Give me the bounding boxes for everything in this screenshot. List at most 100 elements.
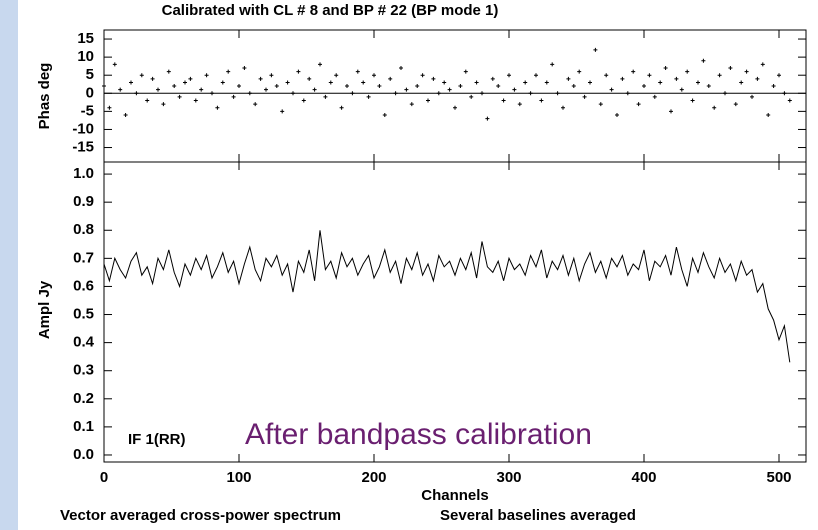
y-tick-label: 0.4 [73, 334, 95, 351]
y-tick-label: 0.7 [73, 249, 94, 266]
point [156, 87, 160, 92]
point [447, 87, 452, 92]
point [112, 62, 117, 67]
point [577, 69, 582, 74]
y-tick-label: 5 [86, 66, 94, 83]
y-axis-label: Phas deg [36, 63, 53, 130]
point [269, 73, 274, 78]
point [523, 80, 528, 85]
point [350, 91, 355, 96]
point [604, 73, 609, 78]
point [199, 87, 204, 92]
y-tick-label: 0.8 [73, 221, 94, 238]
point [226, 69, 231, 74]
y-tick-label: 0 [86, 84, 94, 101]
y-tick-label: 1.0 [73, 165, 94, 182]
point [399, 65, 403, 70]
point [215, 105, 220, 110]
point [318, 62, 322, 67]
point [237, 84, 241, 89]
line [103, 230, 791, 363]
x-tick-label: 500 [766, 469, 791, 486]
point [771, 84, 776, 89]
point [463, 69, 468, 74]
point [312, 87, 317, 92]
x-tick-label: 300 [496, 469, 521, 486]
point [458, 84, 463, 89]
point [102, 84, 106, 89]
point [420, 73, 425, 78]
point [328, 80, 333, 85]
point [782, 91, 787, 96]
point [469, 94, 474, 99]
point [555, 91, 560, 96]
point [609, 87, 614, 92]
point [647, 73, 652, 78]
point [296, 69, 301, 74]
point [663, 65, 668, 70]
y-tick-label: -15 [72, 139, 94, 156]
point [539, 98, 544, 103]
point [490, 76, 495, 81]
y-tick-label: 0.9 [73, 193, 94, 210]
point [388, 76, 393, 81]
point [755, 76, 760, 81]
y-tick-label: 0.5 [73, 305, 94, 322]
x-tick-label: 0 [100, 469, 108, 486]
point [247, 91, 252, 96]
point [193, 98, 198, 103]
point [415, 84, 420, 89]
annotation: After bandpass calibration [245, 418, 592, 451]
point [345, 84, 349, 89]
point [220, 80, 225, 85]
point [123, 112, 128, 117]
point [280, 109, 285, 114]
point [129, 80, 133, 85]
point [685, 69, 690, 74]
point [598, 102, 603, 107]
point [355, 69, 360, 74]
point [323, 94, 328, 99]
point [744, 69, 749, 74]
point [474, 80, 479, 85]
point [674, 76, 679, 81]
point [696, 80, 700, 85]
point [642, 84, 646, 89]
point [145, 98, 150, 103]
point [393, 91, 398, 96]
point [166, 69, 171, 74]
point [436, 91, 441, 96]
point [382, 112, 387, 117]
point [188, 76, 193, 81]
point [377, 84, 382, 89]
point [426, 98, 430, 103]
point [285, 80, 290, 85]
point [485, 116, 490, 121]
point [361, 80, 366, 85]
point [679, 87, 684, 92]
point [404, 87, 409, 92]
point [534, 73, 538, 78]
y-tick-label: 0.2 [73, 390, 94, 407]
point [480, 91, 484, 96]
point [717, 73, 722, 78]
point [409, 102, 414, 107]
point [150, 76, 155, 81]
point [139, 73, 144, 78]
point [733, 102, 738, 107]
point [739, 80, 744, 85]
point [517, 102, 522, 107]
point [242, 65, 247, 70]
point [183, 80, 187, 85]
point [669, 109, 673, 114]
point [528, 91, 533, 96]
y-tick-label: -10 [72, 120, 94, 137]
point [550, 62, 555, 67]
point [291, 91, 295, 96]
point [334, 73, 339, 78]
point [690, 98, 695, 103]
point [777, 73, 781, 78]
point [210, 91, 214, 96]
y-tick-label: 15 [77, 30, 94, 47]
point [177, 94, 182, 99]
